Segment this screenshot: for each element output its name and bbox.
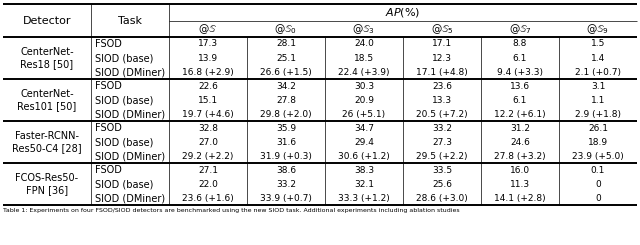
Text: $@\mathbb{S}$: $@\mathbb{S}$: [198, 22, 218, 36]
Text: 13.6: 13.6: [510, 82, 530, 90]
Text: 11.3: 11.3: [510, 180, 530, 188]
Text: SIOD (base): SIOD (base): [95, 137, 154, 147]
Text: 12.2 (+6.1): 12.2 (+6.1): [494, 110, 546, 119]
Text: 1.5: 1.5: [591, 39, 605, 49]
Text: 1.4: 1.4: [591, 53, 605, 62]
Text: $@\mathbb{S}_3$: $@\mathbb{S}_3$: [353, 22, 376, 36]
Text: 22.4 (+3.9): 22.4 (+3.9): [339, 68, 390, 76]
Text: 38.3: 38.3: [354, 166, 374, 174]
Text: 23.9 (+5.0): 23.9 (+5.0): [572, 151, 624, 160]
Text: 32.8: 32.8: [198, 123, 218, 133]
Text: 32.1: 32.1: [354, 180, 374, 188]
Text: FSOD: FSOD: [95, 81, 122, 91]
Text: FSOD: FSOD: [95, 165, 122, 175]
Text: 20.5 (+7.2): 20.5 (+7.2): [416, 110, 468, 119]
Text: 8.8: 8.8: [513, 39, 527, 49]
Text: 33.9 (+0.7): 33.9 (+0.7): [260, 194, 312, 203]
Text: 29.4: 29.4: [354, 137, 374, 147]
Text: 0: 0: [595, 180, 601, 188]
Text: 29.2 (+2.2): 29.2 (+2.2): [182, 151, 234, 160]
Text: 2.9 (+1.8): 2.9 (+1.8): [575, 110, 621, 119]
Text: 30.6 (+1.2): 30.6 (+1.2): [338, 151, 390, 160]
Text: SIOD (base): SIOD (base): [95, 53, 154, 63]
Text: 27.8 (+3.2): 27.8 (+3.2): [494, 151, 546, 160]
Text: 18.5: 18.5: [354, 53, 374, 62]
Text: 25.1: 25.1: [276, 53, 296, 62]
Text: 24.6: 24.6: [510, 137, 530, 147]
Text: 3.1: 3.1: [591, 82, 605, 90]
Text: 23.6 (+1.6): 23.6 (+1.6): [182, 194, 234, 203]
Text: SIOD (DMiner): SIOD (DMiner): [95, 193, 165, 203]
Text: 9.4 (+3.3): 9.4 (+3.3): [497, 68, 543, 76]
Text: SIOD (DMiner): SIOD (DMiner): [95, 67, 165, 77]
Text: 6.1: 6.1: [513, 53, 527, 62]
Text: FSOD: FSOD: [95, 123, 122, 133]
Text: 27.8: 27.8: [276, 96, 296, 105]
Text: $AP(\%)$: $AP(\%)$: [385, 6, 420, 19]
Text: 24.0: 24.0: [354, 39, 374, 49]
Text: 27.0: 27.0: [198, 137, 218, 147]
Text: 28.1: 28.1: [276, 39, 296, 49]
Text: 20.9: 20.9: [354, 96, 374, 105]
Text: 22.6: 22.6: [198, 82, 218, 90]
Text: 12.3: 12.3: [432, 53, 452, 62]
Text: CenterNet-
Res18 [50]: CenterNet- Res18 [50]: [20, 47, 74, 69]
Text: 23.6: 23.6: [432, 82, 452, 90]
Text: 17.3: 17.3: [198, 39, 218, 49]
Text: 33.2: 33.2: [276, 180, 296, 188]
Text: 17.1: 17.1: [432, 39, 452, 49]
Text: 34.7: 34.7: [354, 123, 374, 133]
Text: SIOD (base): SIOD (base): [95, 95, 154, 105]
Text: 13.9: 13.9: [198, 53, 218, 62]
Text: 6.1: 6.1: [513, 96, 527, 105]
Text: 28.6 (+3.0): 28.6 (+3.0): [416, 194, 468, 203]
Text: 16.0: 16.0: [510, 166, 530, 174]
Text: Task: Task: [118, 15, 142, 25]
Text: 34.2: 34.2: [276, 82, 296, 90]
Text: 0: 0: [595, 194, 601, 203]
Text: 31.2: 31.2: [510, 123, 530, 133]
Text: 29.5 (+2.2): 29.5 (+2.2): [416, 151, 468, 160]
Text: 26.1: 26.1: [588, 123, 608, 133]
Text: 27.1: 27.1: [198, 166, 218, 174]
Text: 27.3: 27.3: [432, 137, 452, 147]
Text: Faster-RCNN-
Res50-C4 [28]: Faster-RCNN- Res50-C4 [28]: [12, 131, 82, 153]
Text: $@\mathbb{S}_5$: $@\mathbb{S}_5$: [431, 22, 454, 36]
Text: 38.6: 38.6: [276, 166, 296, 174]
Text: 25.6: 25.6: [432, 180, 452, 188]
Text: 17.1 (+4.8): 17.1 (+4.8): [416, 68, 468, 76]
Text: 19.7 (+4.6): 19.7 (+4.6): [182, 110, 234, 119]
Text: 15.1: 15.1: [198, 96, 218, 105]
Text: SIOD (base): SIOD (base): [95, 179, 154, 189]
Text: 1.1: 1.1: [591, 96, 605, 105]
Text: 13.3: 13.3: [432, 96, 452, 105]
Text: 31.9 (+0.3): 31.9 (+0.3): [260, 151, 312, 160]
Text: 29.8 (+2.0): 29.8 (+2.0): [260, 110, 312, 119]
Text: FCOS-Res50-
FPN [36]: FCOS-Res50- FPN [36]: [15, 173, 79, 195]
Text: 16.8 (+2.9): 16.8 (+2.9): [182, 68, 234, 76]
Text: CenterNet-
Res101 [50]: CenterNet- Res101 [50]: [17, 89, 77, 111]
Text: 35.9: 35.9: [276, 123, 296, 133]
Text: 22.0: 22.0: [198, 180, 218, 188]
Text: Detector: Detector: [23, 15, 71, 25]
Text: 18.9: 18.9: [588, 137, 608, 147]
Text: 33.5: 33.5: [432, 166, 452, 174]
Text: $@\mathbb{S}_9$: $@\mathbb{S}_9$: [586, 22, 609, 36]
Text: 26 (+5.1): 26 (+5.1): [342, 110, 385, 119]
Text: 30.3: 30.3: [354, 82, 374, 90]
Text: SIOD (DMiner): SIOD (DMiner): [95, 151, 165, 161]
Text: $@\mathbb{S}_0$: $@\mathbb{S}_0$: [275, 22, 298, 36]
Text: 14.1 (+2.8): 14.1 (+2.8): [494, 194, 546, 203]
Text: 0.1: 0.1: [591, 166, 605, 174]
Text: Table 1: Experiments on four FSOD/SIOD detectors are benchmarked using the new S: Table 1: Experiments on four FSOD/SIOD d…: [3, 208, 460, 213]
Text: SIOD (DMiner): SIOD (DMiner): [95, 109, 165, 119]
Text: 33.3 (+1.2): 33.3 (+1.2): [338, 194, 390, 203]
Text: 26.6 (+1.5): 26.6 (+1.5): [260, 68, 312, 76]
Text: 2.1 (+0.7): 2.1 (+0.7): [575, 68, 621, 76]
Text: $@\mathbb{S}_7$: $@\mathbb{S}_7$: [509, 22, 531, 36]
Text: 31.6: 31.6: [276, 137, 296, 147]
Text: FSOD: FSOD: [95, 39, 122, 49]
Text: 33.2: 33.2: [432, 123, 452, 133]
